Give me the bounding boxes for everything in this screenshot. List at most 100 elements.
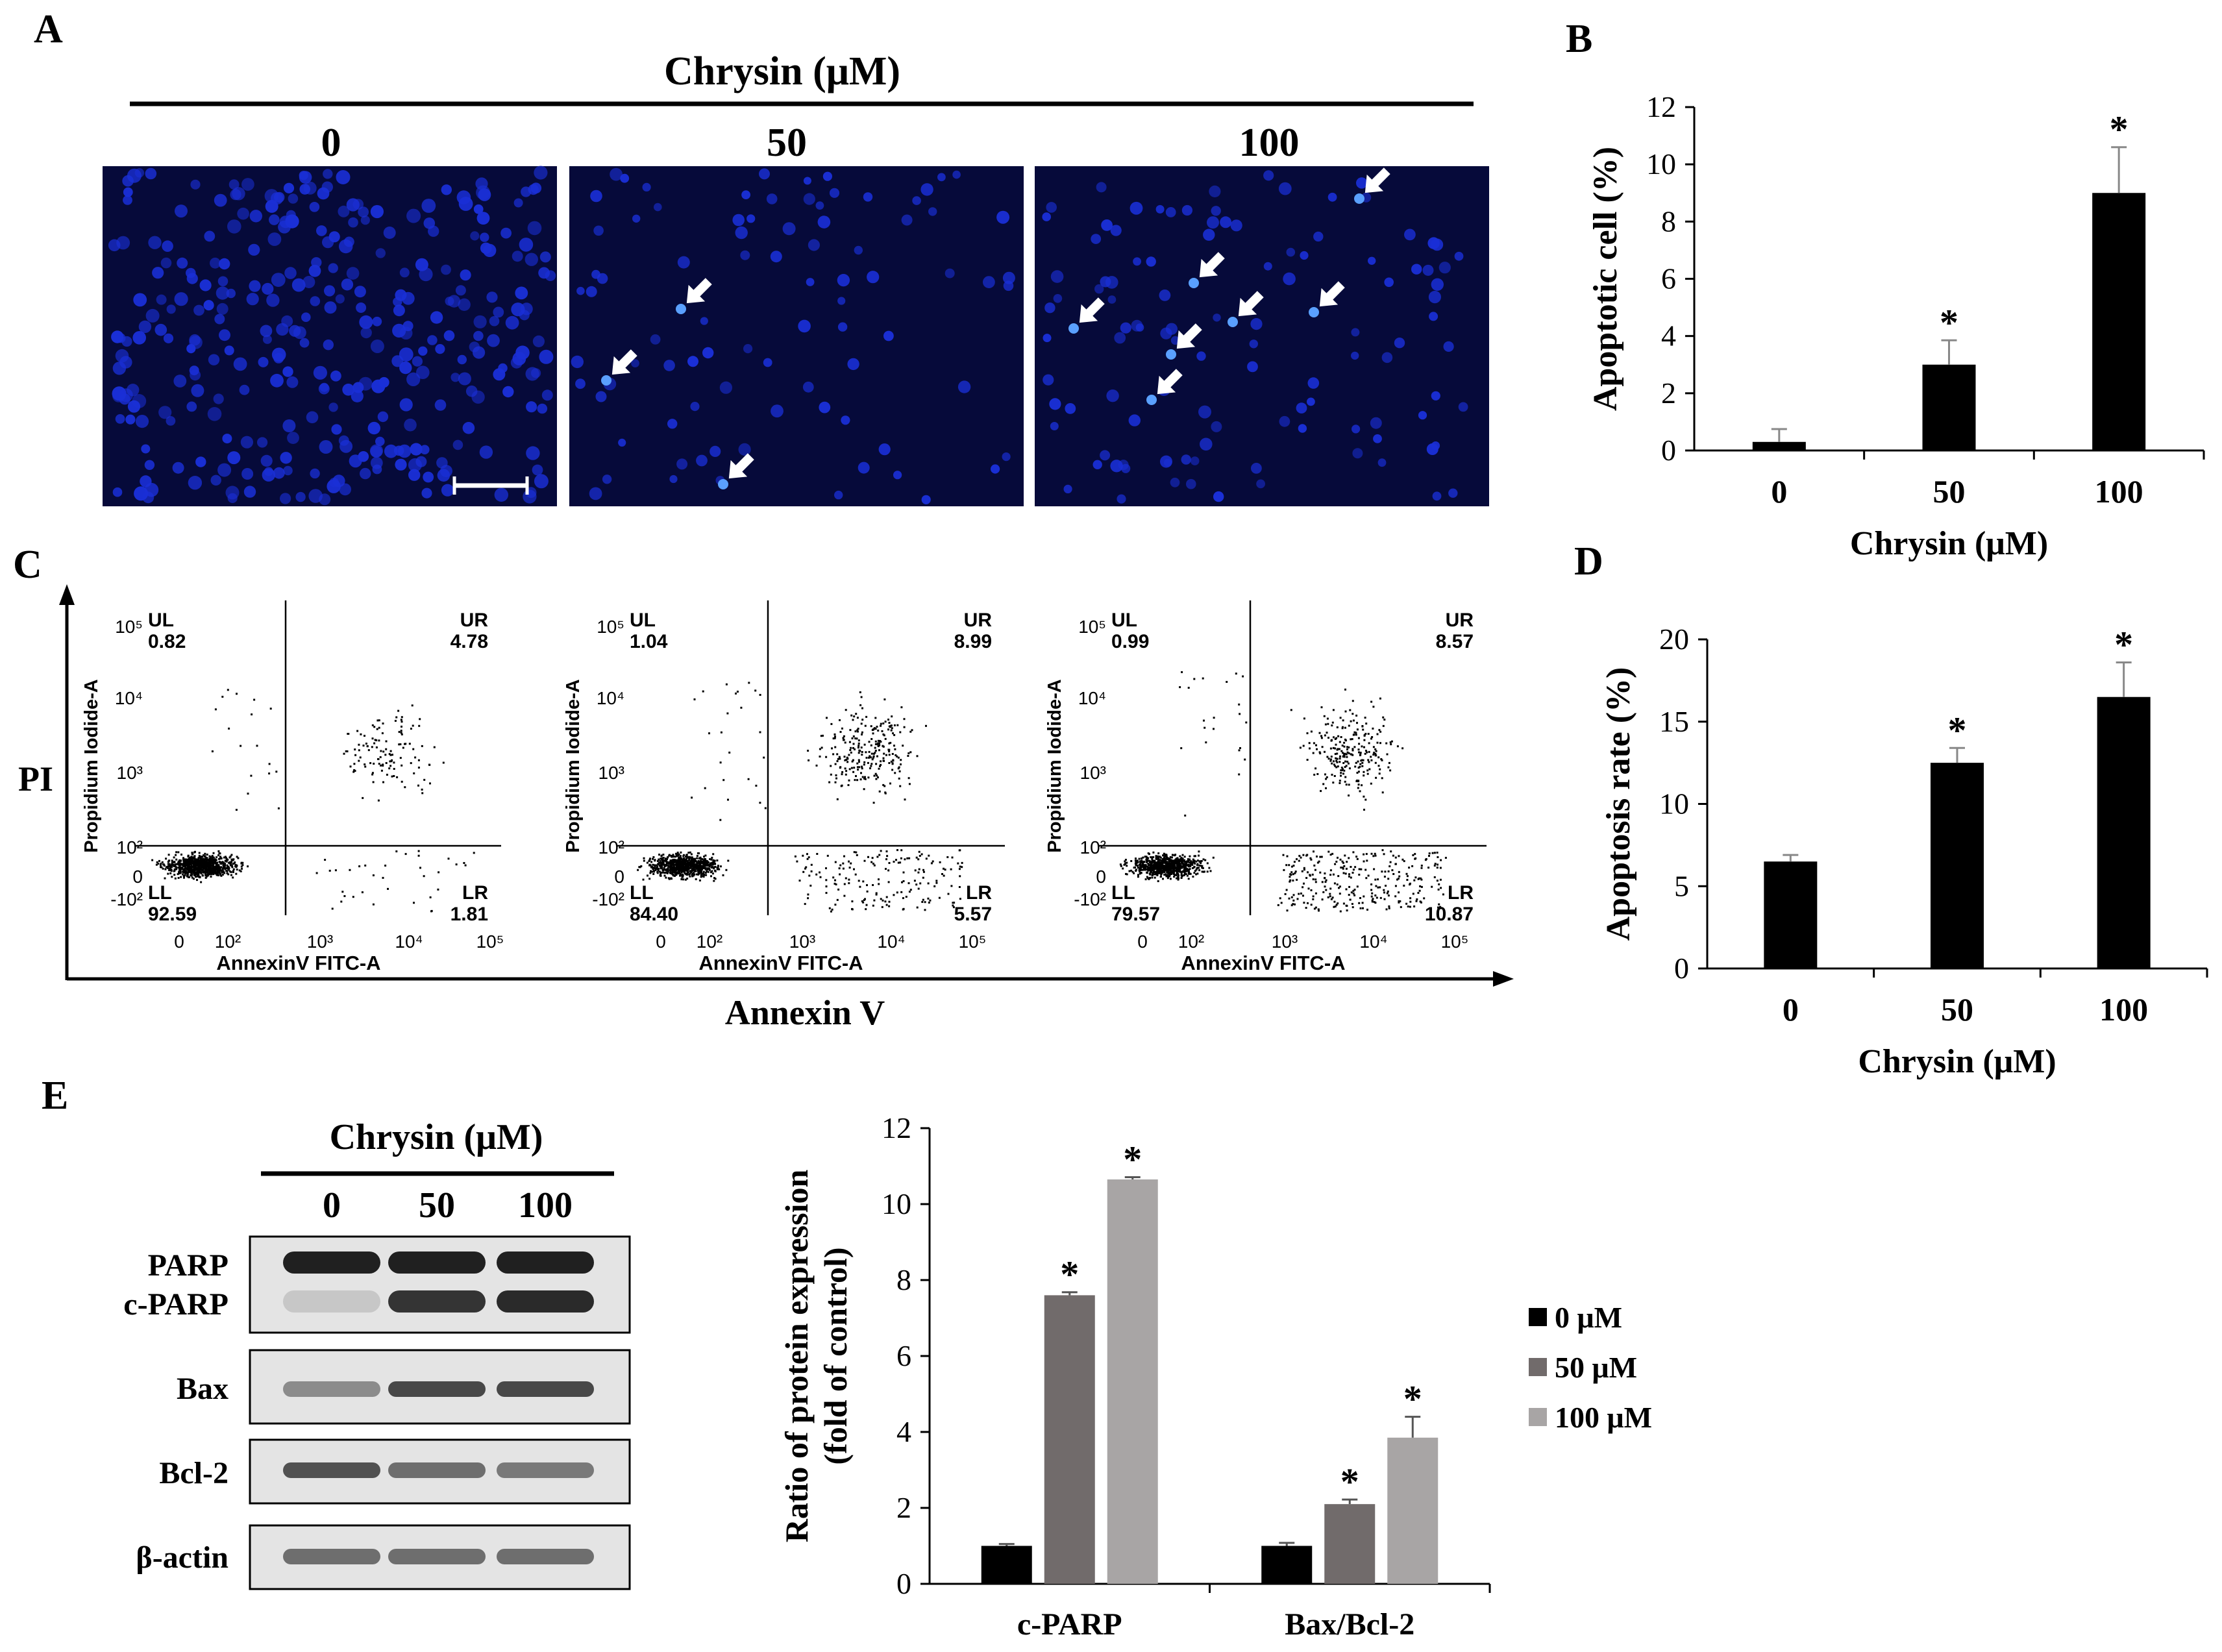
event-dot	[861, 751, 863, 753]
event-dot	[1181, 671, 1183, 673]
event-dot	[410, 762, 412, 765]
event-dot	[735, 692, 737, 695]
event-dot	[1348, 724, 1350, 727]
event-dot	[191, 852, 193, 854]
event-dot	[1177, 867, 1179, 869]
event-dot	[698, 863, 701, 866]
event-dot	[917, 858, 920, 861]
event-dot	[877, 744, 880, 746]
event-dot	[861, 767, 863, 770]
event-dot	[719, 865, 722, 868]
event-dot	[359, 756, 362, 759]
event-dot	[796, 860, 798, 863]
event-dot	[658, 858, 660, 861]
event-dot	[200, 863, 202, 866]
event-dot	[1348, 746, 1350, 748]
bright-nucleus	[676, 304, 686, 314]
event-dot	[883, 698, 886, 700]
nucleus	[1373, 434, 1382, 443]
event-dot	[1303, 717, 1305, 720]
bright-nucleus	[1354, 193, 1364, 204]
event-dot	[676, 855, 678, 857]
event-dot	[764, 807, 767, 809]
nucleus	[115, 414, 125, 424]
event-dot	[193, 872, 196, 875]
ur-value: 8.57	[1436, 631, 1474, 652]
event-dot	[1356, 728, 1359, 731]
event-dot	[959, 875, 961, 878]
nucleus	[1394, 338, 1405, 349]
event-dot	[1358, 868, 1361, 870]
event-dot	[1176, 860, 1179, 863]
event-dot	[1337, 856, 1339, 859]
event-dot	[1340, 774, 1342, 777]
event-dot	[1179, 864, 1181, 867]
event-dot	[927, 897, 930, 900]
event-dot	[1172, 873, 1175, 875]
event-dot	[1322, 891, 1325, 893]
event-dot	[658, 854, 660, 856]
event-dot	[1327, 737, 1329, 739]
nucleus	[1404, 228, 1416, 241]
nucleus	[224, 345, 234, 356]
event-dot	[698, 852, 700, 855]
event-dot	[179, 863, 181, 866]
event-dot	[1293, 861, 1296, 863]
event-dot	[661, 857, 663, 859]
event-dot	[878, 767, 880, 770]
event-dot	[698, 857, 700, 859]
event-dot	[223, 866, 225, 868]
micrograph-100	[1035, 166, 1489, 506]
event-dot	[1181, 859, 1184, 862]
event-dot	[1160, 875, 1162, 878]
event-dot	[1355, 761, 1357, 764]
event-dot	[216, 874, 218, 876]
nucleus	[735, 226, 748, 240]
event-dot	[1348, 752, 1350, 754]
event-dot	[1336, 758, 1339, 760]
event-dot	[1374, 752, 1377, 755]
event-dot	[1348, 783, 1350, 786]
event-dot	[678, 869, 681, 872]
nucleus	[476, 212, 490, 225]
event-dot	[1315, 878, 1317, 881]
event-dot	[1342, 762, 1345, 764]
event-dot	[382, 876, 384, 879]
event-dot	[1147, 866, 1150, 869]
legend-label: 0 μM	[1555, 1301, 1622, 1334]
event-dot	[698, 879, 701, 881]
event-dot	[856, 854, 858, 856]
nucleus	[1146, 256, 1156, 267]
event-dot	[1363, 808, 1365, 811]
nucleus	[1181, 204, 1192, 216]
nucleus	[487, 334, 500, 347]
event-dot	[698, 860, 701, 863]
event-dot	[1126, 861, 1128, 864]
event-dot	[1131, 870, 1134, 873]
nucleus	[162, 240, 173, 253]
event-dot	[232, 863, 234, 865]
event-dot	[1386, 892, 1389, 894]
nucleus	[412, 356, 423, 367]
event-dot	[412, 724, 414, 727]
event-dot	[1193, 865, 1196, 868]
event-dot	[1183, 867, 1185, 870]
event-dot	[861, 900, 863, 902]
event-dot	[174, 877, 177, 880]
event-dot	[1146, 876, 1148, 878]
event-dot	[1352, 748, 1354, 750]
event-dot	[1341, 769, 1344, 772]
event-dot	[377, 758, 380, 760]
nucleus	[421, 487, 432, 499]
event-dot	[689, 851, 691, 854]
event-dot	[1181, 870, 1183, 873]
event-dot	[669, 859, 672, 862]
event-dot	[1375, 885, 1377, 887]
nucleus	[591, 269, 600, 279]
event-dot	[396, 776, 399, 778]
nucleus	[323, 169, 333, 179]
event-dot	[1354, 866, 1357, 869]
event-dot	[1157, 870, 1159, 872]
event-dot	[682, 870, 684, 873]
band	[388, 1251, 486, 1274]
